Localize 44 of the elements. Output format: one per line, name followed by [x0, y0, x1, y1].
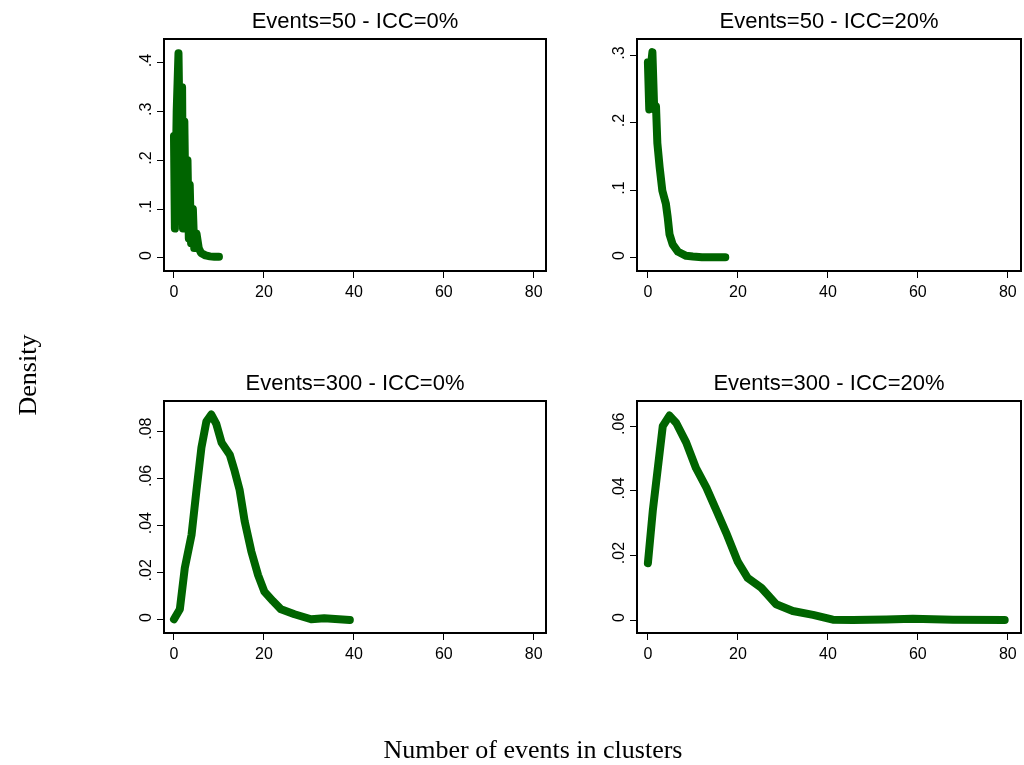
y-tick-label: .04	[609, 477, 627, 500]
chart-title: Events=50 - ICC=20%	[719, 7, 939, 33]
y-tick-label: .2	[609, 113, 627, 128]
y-tick-label: .1	[609, 181, 627, 195]
x-tick-label: 60	[434, 644, 453, 662]
x-tick-label: 60	[434, 282, 453, 300]
y-tick-label: .3	[609, 46, 627, 60]
x-tick-label: 0	[643, 282, 653, 300]
chart-title: Events=300 - ICC=0%	[245, 369, 465, 395]
chart-title: Events=300 - ICC=20%	[713, 369, 945, 395]
x-tick-label: 0	[169, 644, 179, 662]
x-tick-label: 60	[908, 282, 927, 300]
x-tick-label: 60	[908, 644, 927, 662]
x-tick-label: 40	[344, 644, 363, 662]
y-tick-label: .1	[136, 199, 154, 214]
x-tick-label: 20	[728, 282, 747, 300]
x-tick-label: 40	[818, 282, 837, 300]
y-tick-label: .04	[136, 511, 154, 535]
x-tick-label: 0	[169, 282, 179, 300]
y-tick-label: 0	[136, 613, 154, 623]
x-tick-label: 40	[344, 282, 363, 300]
x-tick-label: 80	[524, 282, 543, 300]
y-tick-label: .4	[136, 53, 154, 68]
chart-title: Events=50 - ICC=0%	[251, 7, 459, 33]
x-tick-label: 20	[728, 644, 747, 662]
y-tick-label: .02	[609, 541, 627, 565]
y-tick-label: 0	[136, 250, 154, 260]
y-tick-label: .3	[136, 102, 154, 116]
y-tick-label: .06	[609, 412, 627, 435]
x-tick-label: 80	[524, 644, 543, 662]
x-tick-label: 40	[818, 644, 837, 662]
x-tick-label: 80	[998, 644, 1017, 662]
x-tick-label: 0	[643, 644, 653, 662]
y-tick-label: .08	[136, 417, 154, 440]
y-tick-label: 0	[609, 250, 627, 260]
x-tick-label: 20	[255, 644, 273, 662]
y-tick-label: .2	[136, 151, 154, 165]
y-tick-label: .06	[136, 464, 154, 487]
x-tick-label: 80	[998, 282, 1017, 300]
y-axis-title: Density	[13, 334, 43, 416]
y-tick-label: 0	[609, 613, 627, 623]
x-tick-label: 20	[255, 282, 273, 300]
x-axis-title: Number of events in clusters	[383, 735, 683, 765]
y-tick-label: .02	[136, 559, 154, 582]
